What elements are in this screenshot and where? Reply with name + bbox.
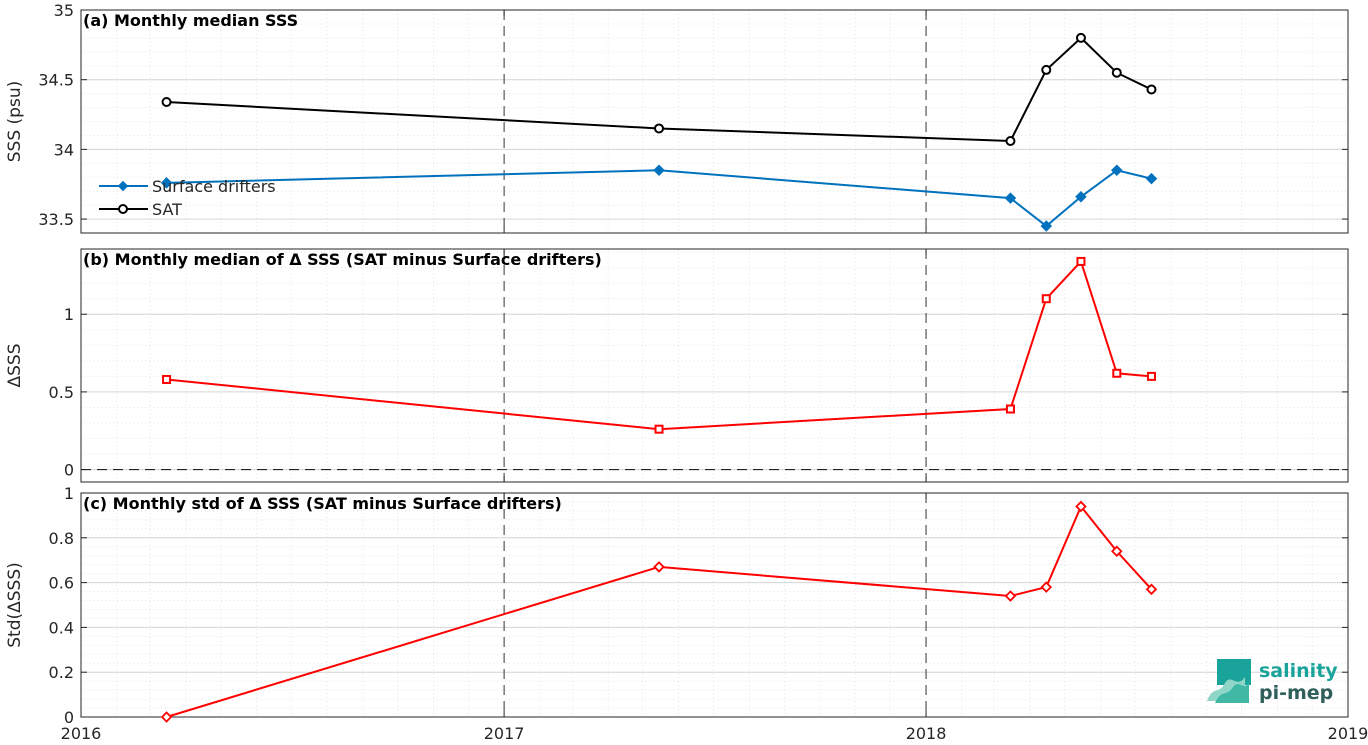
y-axis-label: ΔSSS	[5, 343, 25, 387]
data-point	[1040, 581, 1053, 593]
legend-marker	[118, 204, 128, 214]
series-line	[166, 259, 1152, 431]
data-point	[1075, 500, 1087, 513]
series-1	[161, 32, 1157, 147]
data-point	[1145, 172, 1158, 185]
x-tick-label: 2016	[61, 724, 102, 743]
data-point	[1112, 368, 1122, 378]
panel-a: 33.5 34 34.5 35 SSS (psu) (a) Monthly median …	[5, 1, 1349, 234]
panel-title: (a) Monthly median SSS	[83, 11, 298, 30]
series-0	[162, 256, 1156, 434]
axes-frame	[80, 9, 1349, 234]
y-axis-label: SSS (psu)	[5, 81, 25, 162]
logo: salinity pi-mep	[1205, 655, 1365, 707]
x-tick-label: 2017	[484, 724, 525, 743]
y-tick-label: 0	[64, 461, 74, 480]
data-point	[1075, 32, 1086, 43]
data-point	[160, 711, 173, 723]
y-tick-label: 34.5	[38, 71, 74, 90]
data-point	[1041, 64, 1052, 75]
y-tick-label: 0.4	[49, 618, 74, 637]
legend-label: SAT	[152, 200, 182, 219]
y-tick-label: 0	[64, 708, 74, 727]
panel-b: 0 0.5 1 ΔSSS (b) Monthly median of Δ SSS (SA…	[5, 248, 1349, 483]
y-tick-label: 0.5	[49, 383, 74, 402]
y-axis-label: Std(ΔSSS)	[5, 562, 25, 648]
logo-line1: salinity	[1259, 660, 1338, 682]
y-tick-label: 0.2	[49, 663, 74, 682]
series-line	[166, 169, 1152, 228]
data-point	[160, 177, 173, 189]
logo-line2: pi-mep	[1259, 682, 1333, 704]
y-tick-label: 35	[54, 1, 74, 20]
data-point	[1111, 164, 1123, 177]
data-point	[161, 96, 172, 107]
panel-title: (b) Monthly median of Δ SSS (SAT minus S…	[83, 250, 602, 269]
data-point	[1005, 136, 1016, 147]
series-0	[160, 500, 1158, 723]
data-point	[1111, 545, 1123, 558]
panel-title: (c) Monthly std of Δ SSS (SAT minus Surf…	[83, 494, 562, 513]
data-point	[1041, 294, 1051, 304]
data-point	[1004, 192, 1017, 204]
legend-label: Surface drifters	[152, 177, 276, 196]
legend: Surface drifters SAT	[99, 177, 276, 219]
y-tick-label: 34	[54, 140, 74, 159]
data-point	[653, 164, 665, 177]
y-tick-label: 1	[64, 484, 74, 503]
data-point	[654, 123, 665, 134]
wave-logo-icon	[1207, 659, 1251, 703]
panel-c: 0 0.2 0.4 0.6 0.8 1 2016 2017 2018 2019 Std(ΔSSS) (…	[5, 484, 1368, 743]
x-tick-label: 2018	[906, 724, 947, 743]
data-point	[1075, 190, 1087, 203]
y-tick-label: 0.6	[49, 574, 74, 593]
data-point	[1076, 256, 1086, 266]
data-point	[1146, 84, 1157, 95]
axes-frame	[80, 248, 1349, 483]
axes-frame	[80, 492, 1349, 718]
data-point	[1005, 404, 1015, 414]
y-tick-label: 1	[64, 305, 74, 324]
data-point	[1146, 371, 1156, 381]
series-0	[160, 164, 1158, 232]
data-point	[162, 374, 172, 384]
data-point	[654, 424, 664, 434]
data-point	[1145, 583, 1158, 596]
data-point	[1111, 67, 1122, 78]
data-point	[653, 561, 665, 573]
y-tick-label: 33.5	[38, 210, 74, 229]
legend-marker	[117, 180, 129, 192]
x-tick-label: 2019	[1328, 724, 1368, 743]
data-point	[1040, 220, 1053, 232]
data-point	[1004, 590, 1017, 602]
y-tick-label: 0.8	[49, 529, 74, 548]
